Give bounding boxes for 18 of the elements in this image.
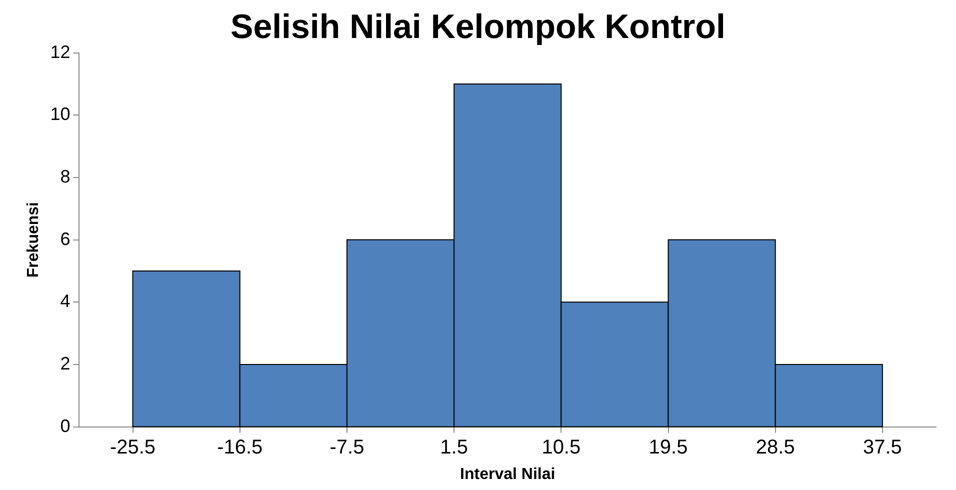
x-tick-label: -16.5 bbox=[217, 436, 263, 458]
y-tick-label: 0 bbox=[60, 416, 70, 436]
x-tick-label: 19.5 bbox=[648, 436, 688, 458]
x-axis-title: Interval Nilai bbox=[460, 466, 556, 483]
y-tick-label: 10 bbox=[50, 104, 70, 124]
chart-title: Selisih Nilai Kelompok Kontrol bbox=[230, 8, 726, 46]
x-tick-label: 37.5 bbox=[862, 436, 902, 458]
x-tick-label: -7.5 bbox=[330, 436, 364, 458]
x-tick-label: 1.5 bbox=[440, 436, 468, 458]
y-axis-title: Frekuensi bbox=[25, 202, 42, 278]
x-tick-label: 10.5 bbox=[542, 436, 581, 458]
y-tick-label: 12 bbox=[50, 42, 70, 62]
y-tick-label: 4 bbox=[60, 291, 70, 312]
x-tick-label: 28.5 bbox=[756, 436, 795, 458]
y-tick-label: 2 bbox=[60, 353, 70, 374]
x-tick-label: -25.5 bbox=[110, 436, 156, 458]
y-tick-label: 6 bbox=[60, 228, 70, 249]
y-tick-label: 8 bbox=[60, 166, 70, 186]
